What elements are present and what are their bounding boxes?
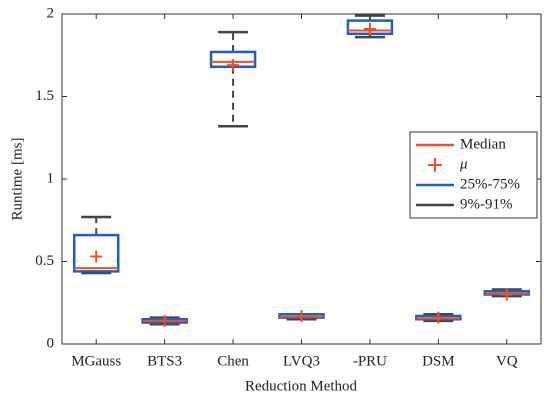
mean-marker: [432, 311, 445, 324]
mean-marker: [500, 288, 513, 301]
legend-symbol: [428, 158, 442, 172]
x-tick-label: Chen: [217, 353, 249, 369]
y-tick-label: 0: [47, 335, 55, 351]
legend-label: 9%-91%: [460, 196, 513, 212]
y-tick-label: 1: [47, 170, 55, 186]
legend-box: [409, 131, 538, 219]
y-tick-label: 0.5: [35, 253, 54, 269]
legend-label: 25%-75%: [460, 176, 520, 192]
mean-marker: [295, 309, 308, 322]
x-tick-label: DSM: [422, 353, 455, 369]
y-axis-label: Runtime [ms]: [9, 138, 25, 221]
legend-label: μ: [459, 156, 468, 172]
y-tick-label: 2: [47, 5, 55, 21]
x-tick-label: MGauss: [71, 353, 121, 369]
mean-marker: [158, 314, 171, 327]
y-tick-label: 1.5: [35, 88, 54, 104]
legend-label: Median: [460, 136, 506, 152]
x-tick-label: -PRU: [353, 353, 387, 369]
mean-marker: [363, 22, 376, 35]
x-axis-label: Reduction Method: [245, 378, 358, 394]
mean-marker: [227, 59, 240, 72]
x-tick-label: BTS3: [147, 353, 182, 369]
x-tick-label: LVQ3: [283, 353, 320, 369]
x-tick-label: VQ: [496, 353, 518, 369]
box: [72, 233, 120, 273]
mean-marker: [90, 250, 103, 263]
